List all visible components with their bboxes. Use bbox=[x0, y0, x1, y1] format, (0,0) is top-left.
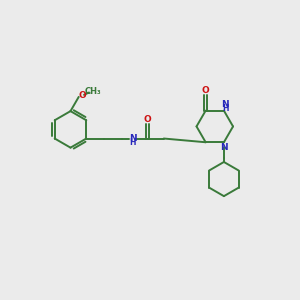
Text: O: O bbox=[78, 91, 86, 100]
Text: N: N bbox=[222, 100, 229, 109]
Text: O: O bbox=[202, 86, 209, 95]
Text: N: N bbox=[129, 134, 136, 143]
Text: N: N bbox=[220, 143, 228, 152]
Text: H: H bbox=[130, 138, 136, 147]
Text: CH₃: CH₃ bbox=[85, 86, 102, 95]
Text: H: H bbox=[222, 104, 229, 113]
Text: O: O bbox=[144, 115, 152, 124]
